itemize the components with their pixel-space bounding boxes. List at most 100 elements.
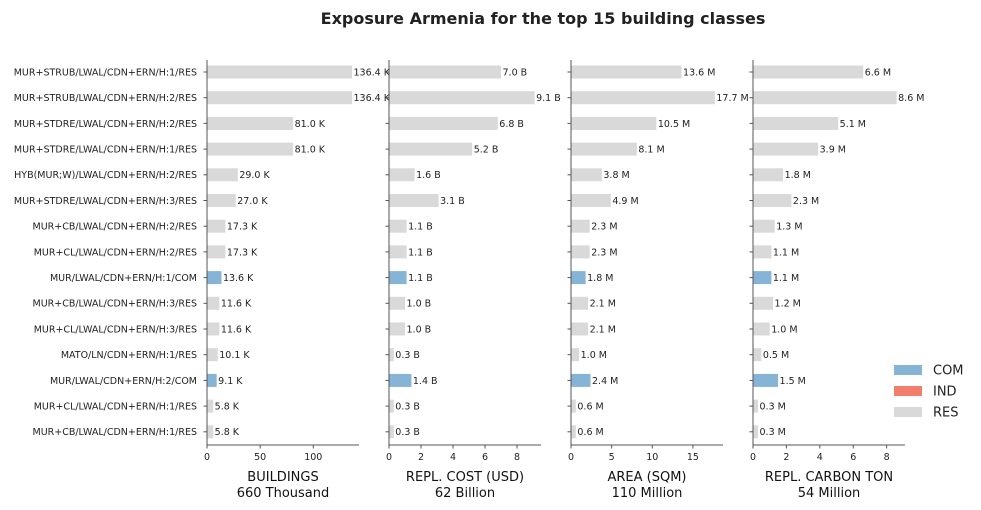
- category-label: MUR+STDRE/LWAL/CDN+ERN/H:3/RES: [14, 196, 197, 207]
- bar-value-label: 0.5 M: [763, 350, 789, 361]
- bar-value-label: 10.5 M: [658, 119, 690, 130]
- bar-res: [753, 142, 819, 156]
- bar-res: [571, 168, 602, 182]
- x-tick-label: 6: [850, 452, 856, 463]
- bar-res: [571, 348, 580, 362]
- bar-value-label: 6.6 M: [865, 67, 891, 78]
- bar-res: [753, 65, 864, 79]
- bar-res: [571, 399, 576, 413]
- x-tick-label: 2: [783, 452, 789, 463]
- panel-total-label: 62 Billion: [435, 486, 495, 501]
- x-tick-label: 0: [204, 452, 210, 463]
- bar-res: [571, 116, 657, 130]
- bar-res: [207, 142, 294, 156]
- x-tick-label: 0: [750, 452, 756, 463]
- bar-value-label: 2.1 M: [590, 324, 616, 335]
- bar-res: [389, 65, 501, 79]
- bar-res: [207, 168, 238, 182]
- legend-swatch-res: [894, 407, 922, 417]
- bar-res: [207, 296, 220, 310]
- bar-value-label: 6.8 B: [499, 119, 524, 130]
- legend-swatch-com: [894, 365, 922, 375]
- bar-value-label: 2.1 M: [590, 299, 616, 310]
- bar-res: [207, 245, 226, 259]
- x-tick-label: 10: [646, 452, 658, 463]
- bar-value-label: 10.1 K: [219, 350, 250, 361]
- bar-value-label: 13.6 M: [683, 67, 715, 78]
- bar-value-label: 1.1 M: [773, 247, 799, 258]
- bar-com: [389, 271, 407, 285]
- panel-total-label: 110 Million: [612, 486, 683, 501]
- bar-res: [389, 168, 415, 182]
- bar-value-label: 3.1 B: [440, 196, 465, 207]
- x-tick-label: 4: [817, 452, 823, 463]
- panel-1: 136.4 K 136.4 K 81.0 K 81.0 K 29.0 K 27.0 K 17…: [14, 60, 391, 501]
- bar-value-label: 1.8 M: [587, 273, 613, 284]
- legend-label-res: RES: [933, 406, 959, 421]
- bar-value-label: 0.3 B: [395, 402, 420, 413]
- panel-2: 7.0 B 9.1 B 6.8 B 5.2 B 1.6 B 3.1 B 1.1 B 1.1 B…: [385, 60, 561, 501]
- bar-com: [571, 271, 586, 285]
- category-label: MUR+CL/LWAL/CDN+ERN/H:1/RES: [34, 402, 197, 413]
- bar-value-label: 27.0 K: [237, 196, 268, 207]
- legend-label-com: COM: [933, 364, 964, 379]
- bar-value-label: 1.1 B: [408, 247, 433, 258]
- bar-value-label: 29.0 K: [239, 170, 270, 181]
- bar-value-label: 5.8 K: [215, 402, 240, 413]
- panel-total-label: 54 Million: [798, 486, 861, 501]
- x-tick-label: 5: [609, 452, 615, 463]
- bar-res: [389, 348, 394, 362]
- bar-value-label: 17.3 K: [227, 222, 258, 233]
- bar-value-label: 1.5 M: [780, 376, 806, 387]
- bar-value-label: 11.6 K: [221, 299, 252, 310]
- panel-3: 13.6 M 17.7 M 10.5 M 8.1 M 3.8 M 4.9 M 2.3 M 2.…: [567, 60, 749, 501]
- bar-value-label: 1.6 B: [416, 170, 441, 181]
- bar-value-label: 5.2 B: [474, 145, 499, 156]
- bar-res: [389, 322, 405, 336]
- bar-res: [207, 399, 214, 413]
- bar-res: [571, 245, 590, 259]
- x-tick-label: 50: [254, 452, 266, 463]
- bar-res: [207, 425, 214, 439]
- bar-res: [207, 65, 352, 79]
- x-tick-label: 0: [386, 452, 392, 463]
- panel-4: 6.6 M 8.6 M 5.1 M 3.9 M 1.8 M 2.3 M 1.3 M 1.1 M…: [749, 60, 924, 501]
- bar-value-label: 1.1 B: [408, 222, 433, 233]
- panel-total-label: 660 Thousand: [237, 486, 330, 501]
- bar-value-label: 0.3 B: [395, 427, 420, 438]
- bar-value-label: 2.3 M: [793, 196, 819, 207]
- bar-res: [207, 116, 294, 130]
- bar-res: [753, 168, 784, 182]
- bar-value-label: 9.1 K: [218, 376, 243, 387]
- bar-value-label: 8.6 M: [898, 93, 924, 104]
- x-tick-label: 100: [304, 452, 322, 463]
- bar-com: [389, 373, 412, 387]
- x-tick-label: 0: [568, 452, 574, 463]
- legend-label-ind: IND: [933, 385, 957, 400]
- bar-res: [571, 91, 715, 105]
- bar-res: [389, 425, 394, 439]
- bar-res: [753, 219, 775, 233]
- bar-res: [571, 194, 611, 207]
- x-tick-label: 2: [418, 452, 424, 463]
- bar-com: [753, 271, 772, 285]
- bar-res: [207, 91, 352, 105]
- bar-value-label: 8.1 M: [638, 145, 664, 156]
- category-label: MUR+CL/LWAL/CDN+ERN/H:2/RES: [34, 247, 197, 258]
- bar-value-label: 1.8 M: [785, 170, 811, 181]
- bar-res: [753, 322, 770, 336]
- bar-value-label: 2.3 M: [591, 247, 617, 258]
- bar-value-label: 1.0 B: [407, 299, 432, 310]
- bar-value-label: 1.1 B: [408, 273, 433, 284]
- bar-res: [207, 348, 218, 362]
- chart-legend: COM IND RES: [894, 364, 964, 421]
- bar-res: [389, 116, 498, 130]
- category-label: MUR+CL/LWAL/CDN+ERN/H:3/RES: [34, 324, 197, 335]
- bar-res: [571, 296, 589, 310]
- bar-value-label: 1.1 M: [773, 273, 799, 284]
- bar-res: [389, 142, 473, 156]
- bar-value-label: 7.0 B: [503, 67, 528, 78]
- bar-value-label: 13.6 K: [223, 273, 254, 284]
- bar-value-label: 3.9 M: [820, 145, 846, 156]
